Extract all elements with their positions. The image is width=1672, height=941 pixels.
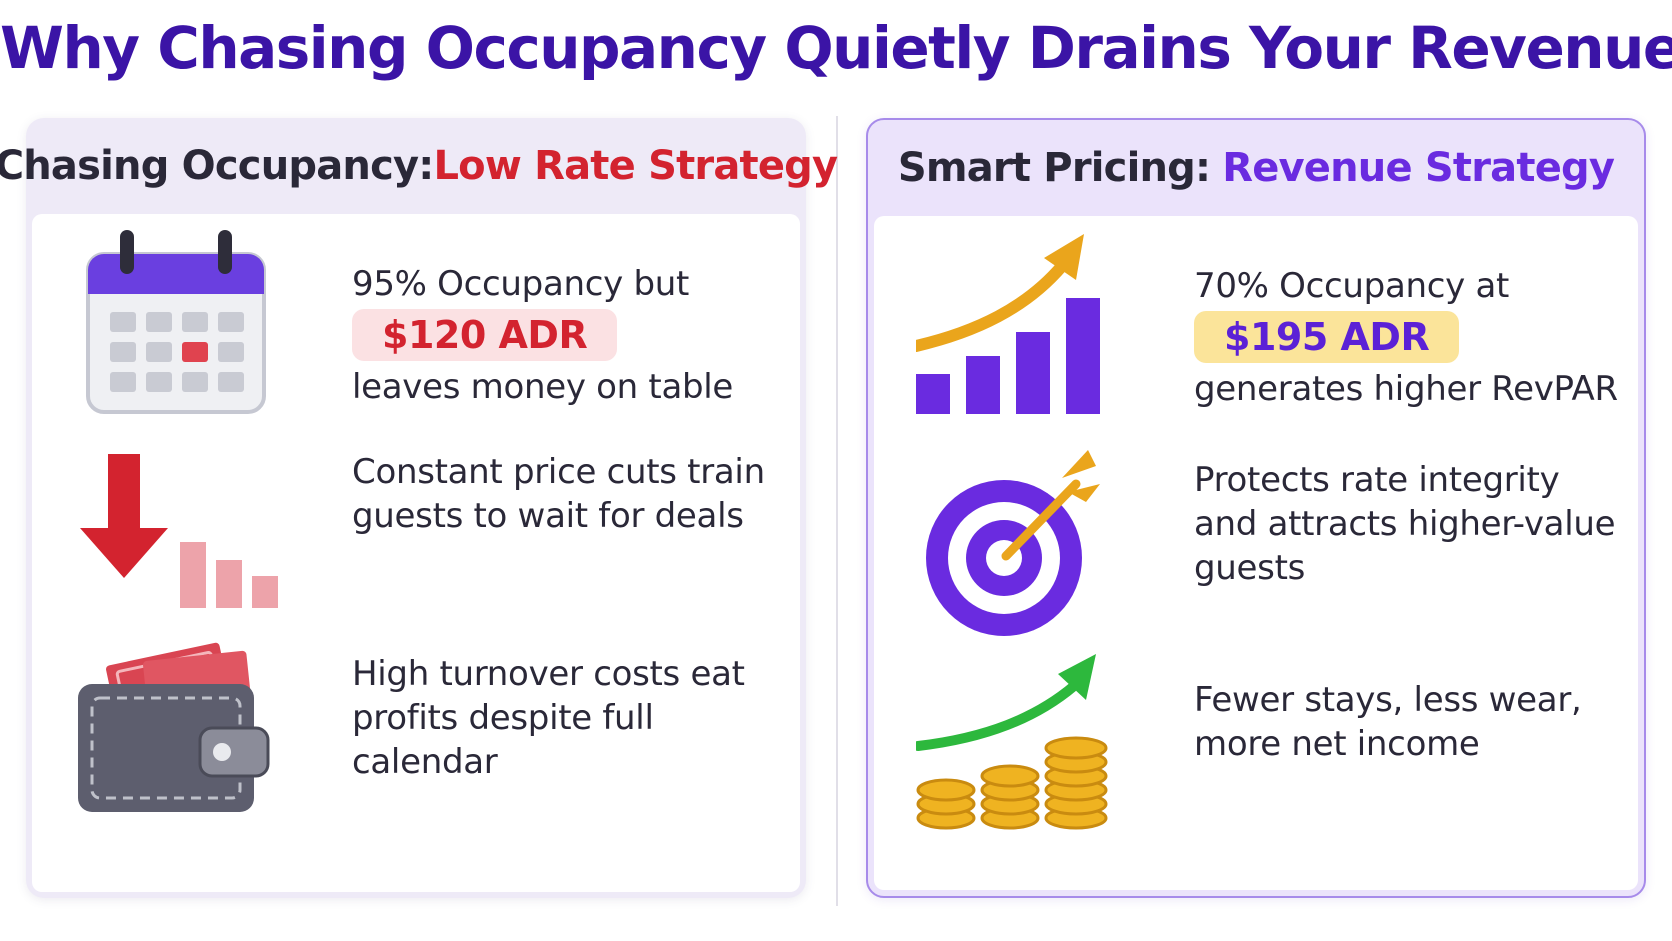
panel-body: 95% Occupancy but $120 ADR leaves money … <box>32 214 800 892</box>
calendar-icon <box>74 226 284 436</box>
wallet-icon <box>74 632 284 842</box>
rate-integrity-text: Protects rate integrity and attracts hig… <box>1194 460 1616 588</box>
panel-body: 70% Occupancy at $195 ADR generates high… <box>874 216 1638 890</box>
occupancy-text: 95% Occupancy but <box>352 264 690 304</box>
list-item: 95% Occupancy but $120 ADR leaves money … <box>32 226 800 446</box>
growth-chart-icon <box>910 228 1126 438</box>
list-item: High turnover costs eat profits despite … <box>32 632 800 852</box>
list-item: 70% Occupancy at $195 ADR generates high… <box>874 228 1638 448</box>
list-item: Constant price cuts train guests to wait… <box>32 442 800 662</box>
revpar-text: generates higher RevPAR <box>1194 369 1618 409</box>
list-item: Protects rate integrity and attracts hig… <box>874 444 1638 664</box>
price-cuts-text: Constant price cuts train guests to wait… <box>352 452 765 536</box>
page-title: Why Chasing Occupancy Quietly Drains You… <box>0 14 1672 82</box>
heading-accent: Low Rate Strategy <box>433 143 838 189</box>
price-drop-icon <box>74 442 284 652</box>
list-item: Fewer stays, less wear, more net income <box>874 634 1638 854</box>
target-icon <box>916 444 1126 654</box>
heading-lead: Chasing Occupancy: <box>0 143 434 189</box>
revenue-strategy-panel: Smart Pricing: Revenue Strategy 70% Occu… <box>866 118 1646 898</box>
occupancy-subtext: leaves money on table <box>352 367 734 407</box>
coins-growth-icon <box>913 634 1126 844</box>
heading-accent: Revenue Strategy <box>1222 145 1615 191</box>
occupancy-text: 70% Occupancy at <box>1194 266 1510 306</box>
adr-badge: $195 ADR <box>1194 311 1460 363</box>
heading-lead: Smart Pricing: <box>897 145 1211 191</box>
panel-heading: Chasing Occupancy: Low Rate Strategy <box>0 118 838 214</box>
panel-heading: Smart Pricing: Revenue Strategy <box>868 120 1644 216</box>
turnover-text: High turnover costs eat profits despite … <box>352 654 745 782</box>
low-rate-strategy-panel: Chasing Occupancy: Low Rate Strategy <box>0 118 838 898</box>
net-income-text: Fewer stays, less wear, more net income <box>1194 680 1582 764</box>
adr-badge: $120 ADR <box>352 309 618 361</box>
panel-divider <box>836 116 838 906</box>
